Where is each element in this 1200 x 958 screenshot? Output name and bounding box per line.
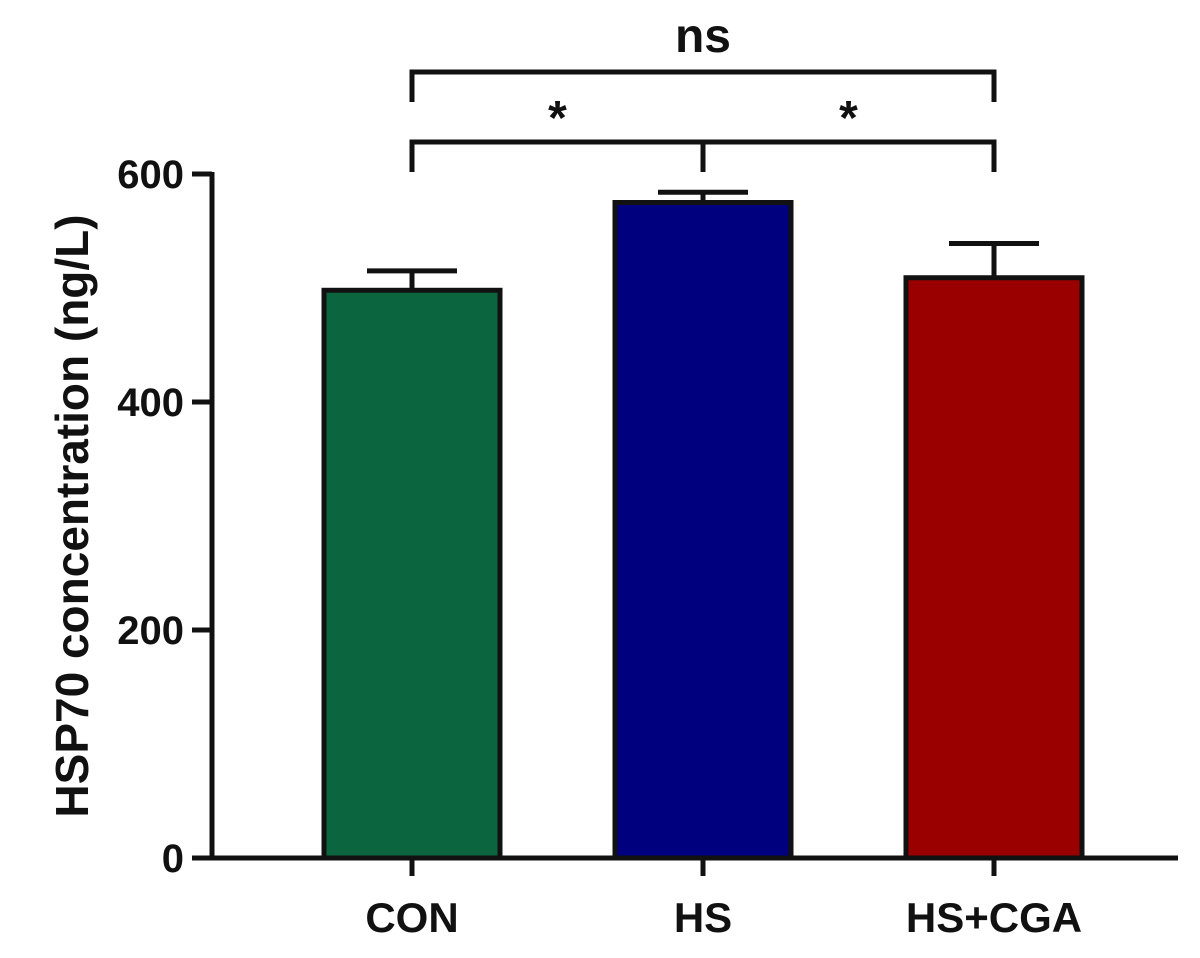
significance-bracket [700, 139, 997, 172]
y-tick-label: 400 [117, 381, 184, 425]
significance-label: * [548, 92, 567, 145]
y-tick-label: 200 [117, 609, 184, 653]
bar-con [321, 287, 503, 861]
y-tick-label: 600 [117, 153, 184, 197]
bar-hs [612, 200, 794, 861]
y-tick-label: 0 [162, 837, 184, 881]
significance-label: ns [675, 10, 731, 63]
bar-hs-cga [903, 275, 1085, 861]
y-axis-title: HSP70 concentration (ng/L) [46, 214, 98, 817]
significance-label: * [839, 92, 858, 145]
x-tick-label: HS+CGA [906, 894, 1082, 941]
significance-bracket [409, 139, 706, 172]
x-tick-label: CON [365, 894, 458, 941]
x-tick-label: HS [674, 894, 732, 941]
significance-bracket [409, 69, 997, 102]
y-axis-title-group: HSP70 concentration (ng/L) [46, 214, 98, 817]
plot-area: 0 200 400 600 CON HS HS+CGA * * ns [117, 10, 1178, 941]
